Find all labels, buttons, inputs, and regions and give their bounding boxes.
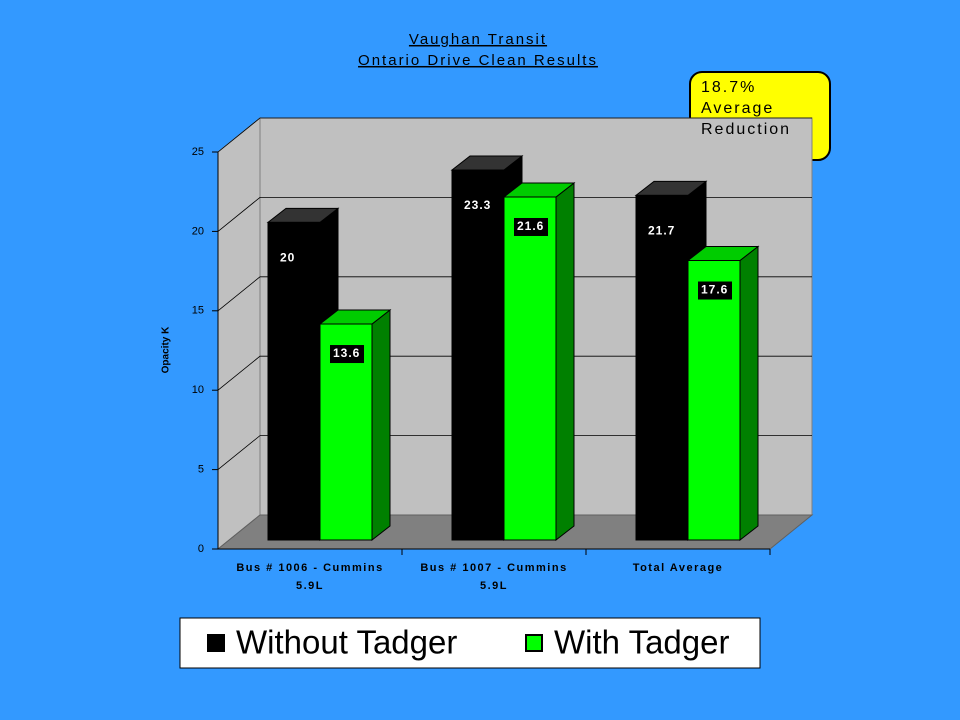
- grid-line: [217, 276, 812, 312]
- chart-title: Vaughan Transit: [409, 31, 547, 48]
- grid-line: [217, 355, 812, 391]
- bar: [686, 245, 760, 542]
- x-tick-label: Bus # 1006 - Cummins 5.9L: [236, 562, 384, 592]
- y-tick-label: 15: [192, 305, 204, 317]
- y-tick-label: 10: [192, 384, 204, 396]
- bar: [502, 181, 576, 542]
- value-label: 13.6: [333, 346, 360, 360]
- side-wall: [217, 116, 261, 551]
- y-axis-label: Opacity K: [161, 326, 172, 373]
- bar-front: [267, 221, 321, 541]
- y-tick-label: 20: [192, 225, 204, 237]
- bar-front: [451, 169, 505, 541]
- x-tick-label: Total Average: [632, 562, 724, 574]
- value-label: 21.6: [517, 219, 544, 233]
- value-label: 20: [280, 251, 295, 265]
- value-label: 23.3: [464, 198, 491, 212]
- chart-subtitle: Ontario Drive Clean Results: [358, 52, 598, 69]
- value-label: 21.7: [648, 224, 675, 238]
- annotation-text: Average: [701, 100, 774, 117]
- value-label-box: [698, 281, 732, 300]
- legend-box: [179, 617, 761, 669]
- bar-side: [739, 245, 759, 542]
- annotation-text: Reduction: [701, 121, 791, 138]
- value-label-box: [330, 345, 364, 364]
- legend-label: Without Tadger: [236, 624, 457, 661]
- bar-side: [555, 181, 575, 542]
- annotation-text: 18.7%: [701, 79, 756, 96]
- value-label-box: [514, 217, 548, 236]
- y-tick-label: 25: [192, 146, 204, 158]
- grid-line: [217, 117, 812, 153]
- y-tick-label: 5: [198, 464, 204, 476]
- legend-swatch: [525, 634, 543, 652]
- bar-front: [319, 323, 373, 541]
- bar-front: [635, 194, 689, 541]
- grid-line: [217, 435, 812, 470]
- x-tick-label: Bus # 1007 - Cummins 5.9L: [420, 562, 568, 592]
- legend-label: With Tadger: [554, 624, 729, 661]
- bar: [318, 309, 392, 542]
- legend-swatch: [207, 634, 225, 652]
- bar-front: [687, 260, 741, 541]
- grid-line: [217, 196, 812, 232]
- bar-front: [503, 196, 557, 541]
- y-tick-label: 0: [198, 543, 204, 555]
- value-label: 17.6: [701, 283, 728, 297]
- bar-side: [371, 309, 391, 542]
